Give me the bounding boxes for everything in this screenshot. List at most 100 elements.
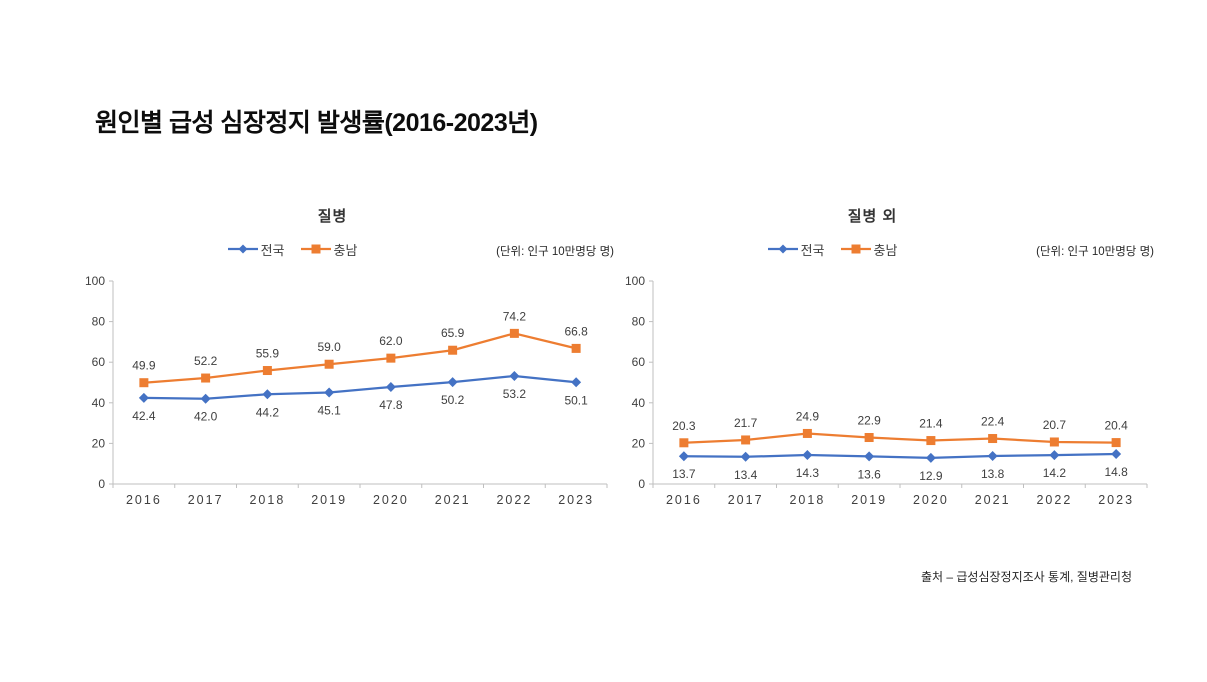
- chart-panel-disease: 질병 전국 충남 (단위: 인구 10만명당 명) 0 20 40 60 80 100 20…: [85, 200, 620, 530]
- data-point-marker: [200, 393, 211, 404]
- line-square-marker-icon: [300, 244, 331, 254]
- data-label: 13.8: [981, 467, 1005, 481]
- data-label: 59.0: [317, 340, 341, 354]
- data-label: 74.2: [503, 309, 527, 323]
- data-label: 13.7: [672, 467, 696, 481]
- data-point-marker: [386, 353, 396, 363]
- legend-item-national: 전국: [767, 240, 825, 259]
- legend-label-chungnam: 충남: [873, 242, 898, 258]
- data-point-marker: [864, 451, 875, 462]
- legend-item-national: 전국: [227, 240, 285, 259]
- data-label: 20.7: [1043, 418, 1067, 432]
- x-axis-tick-label: 2017: [728, 493, 764, 507]
- axes: 0 20 40 60 80 100 2016 2017 2018 2019 2020 2021 2022…: [85, 274, 608, 507]
- data-point-marker: [1049, 437, 1059, 447]
- data-point-marker: [802, 428, 812, 438]
- legend-label-chungnam: 충남: [333, 242, 358, 258]
- x-axis-tick-label: 2018: [789, 493, 825, 507]
- data-label: 50.2: [441, 393, 465, 407]
- chart-title: 질병: [317, 208, 348, 225]
- data-point-marker: [571, 377, 582, 388]
- x-axis-tick-label: 2022: [496, 493, 532, 507]
- data-point-marker: [262, 389, 273, 400]
- data-label: 21.4: [919, 417, 943, 431]
- data-point-marker: [740, 451, 751, 462]
- data-point-marker: [201, 373, 211, 383]
- data-label: 44.2: [256, 405, 280, 419]
- data-label: 20.3: [672, 419, 696, 433]
- source-note: 출처 – 급성심장정지조사 통계, 질병관리청: [920, 570, 1132, 584]
- y-axis-tick-label: 40: [92, 396, 106, 410]
- data-point-marker: [741, 435, 751, 445]
- unit-label: (단위: 인구 10만명당 명): [496, 246, 614, 258]
- data-label: 47.8: [379, 398, 403, 412]
- data-label: 24.9: [796, 409, 820, 423]
- data-label: 55.9: [256, 347, 280, 361]
- data-label: 65.9: [441, 326, 465, 340]
- y-axis-tick-label: 100: [625, 274, 645, 288]
- data-point-marker: [864, 433, 874, 443]
- y-axis-tick-label: 20: [632, 436, 646, 450]
- x-axis-tick-label: 2020: [913, 493, 949, 507]
- y-axis-tick-label: 100: [85, 274, 105, 288]
- x-axis-tick-label: 2019: [311, 493, 347, 507]
- data-point-marker: [926, 436, 936, 446]
- data-label: 22.9: [857, 414, 881, 428]
- line-square-marker-icon: [840, 244, 871, 254]
- y-axis-tick-label: 60: [632, 355, 646, 369]
- data-point-marker: [139, 378, 149, 388]
- data-label: 21.7: [734, 416, 758, 430]
- data-label: 42.0: [194, 410, 218, 424]
- line-chart-disease: 0 20 40 60 80 100 2016 2017 2018 2019 2020 2021 2022…: [85, 274, 608, 507]
- y-axis-tick-label: 40: [632, 396, 646, 410]
- data-point-marker: [571, 343, 581, 353]
- data-point-marker: [324, 359, 334, 369]
- line-chart-non-disease: 0 20 40 60 80 100 2016 2017 2018 2019 2020 2021 2022…: [625, 274, 1148, 507]
- data-label: 53.2: [503, 387, 527, 401]
- data-point-marker: [1111, 438, 1121, 448]
- data-label: 12.9: [919, 469, 943, 483]
- legend-label-national: 전국: [800, 242, 825, 258]
- data-point-marker: [987, 450, 998, 461]
- y-axis-tick-label: 0: [638, 477, 645, 491]
- page-title: 원인별 급성 심장정지 발생률(2016-2023년): [95, 109, 538, 137]
- data-label: 13.6: [857, 467, 881, 481]
- x-axis-tick-label: 2021: [975, 493, 1011, 507]
- series-충남: 49.9 52.2 55.9 59.0 62.0 65.9 74.2 66.8: [132, 309, 588, 388]
- data-label: 42.4: [132, 409, 156, 423]
- data-label: 14.3: [796, 466, 820, 480]
- unit-label: (단위: 인구 10만명당 명): [1036, 246, 1154, 258]
- data-point-marker: [678, 451, 689, 462]
- series-line: [683, 452, 1117, 459]
- legend-item-chungnam: 충남: [300, 240, 358, 259]
- x-axis-tick-label: 2020: [373, 493, 409, 507]
- x-axis-tick-label: 2021: [435, 493, 471, 507]
- legend: 전국 충남 (단위: 인구 10만명당 명): [85, 239, 620, 259]
- x-axis-tick-label: 2018: [249, 493, 285, 507]
- data-label: 22.4: [981, 415, 1005, 429]
- x-axis-tick-label: 2016: [126, 493, 162, 507]
- chart-panel-non-disease: 질병 외 전국 충남 (단위: 인구 10만명당 명) 0 20 40 60 80 100…: [625, 200, 1160, 530]
- data-point-marker: [925, 452, 936, 463]
- data-point-marker: [385, 381, 396, 392]
- data-label: 13.4: [734, 468, 758, 482]
- data-point-marker: [1111, 448, 1122, 459]
- series-전국: 42.4 42.0 44.2 45.1 47.8 50.2 53.2 50.1: [132, 371, 588, 424]
- data-point-marker: [1049, 450, 1060, 461]
- data-label: 14.8: [1104, 465, 1128, 479]
- x-axis-tick-label: 2022: [1036, 493, 1072, 507]
- data-point-marker: [262, 366, 272, 376]
- data-point-marker: [448, 345, 458, 355]
- x-axis-tick-label: 2023: [558, 493, 594, 507]
- axes: 0 20 40 60 80 100 2016 2017 2018 2019 2020 2021 2022…: [625, 274, 1148, 507]
- chart-title: 질병 외: [847, 208, 898, 225]
- data-label: 20.4: [1104, 419, 1128, 433]
- y-axis-tick-label: 20: [92, 436, 106, 450]
- data-point-marker: [138, 392, 149, 403]
- data-point-marker: [802, 449, 813, 460]
- data-label: 62.0: [379, 334, 403, 348]
- series-충남: 20.3 21.7 24.9 22.9 21.4 22.4 20.7 20.4: [672, 409, 1128, 448]
- series-line: [143, 332, 577, 384]
- data-point-marker: [509, 328, 519, 338]
- data-label: 52.2: [194, 354, 218, 368]
